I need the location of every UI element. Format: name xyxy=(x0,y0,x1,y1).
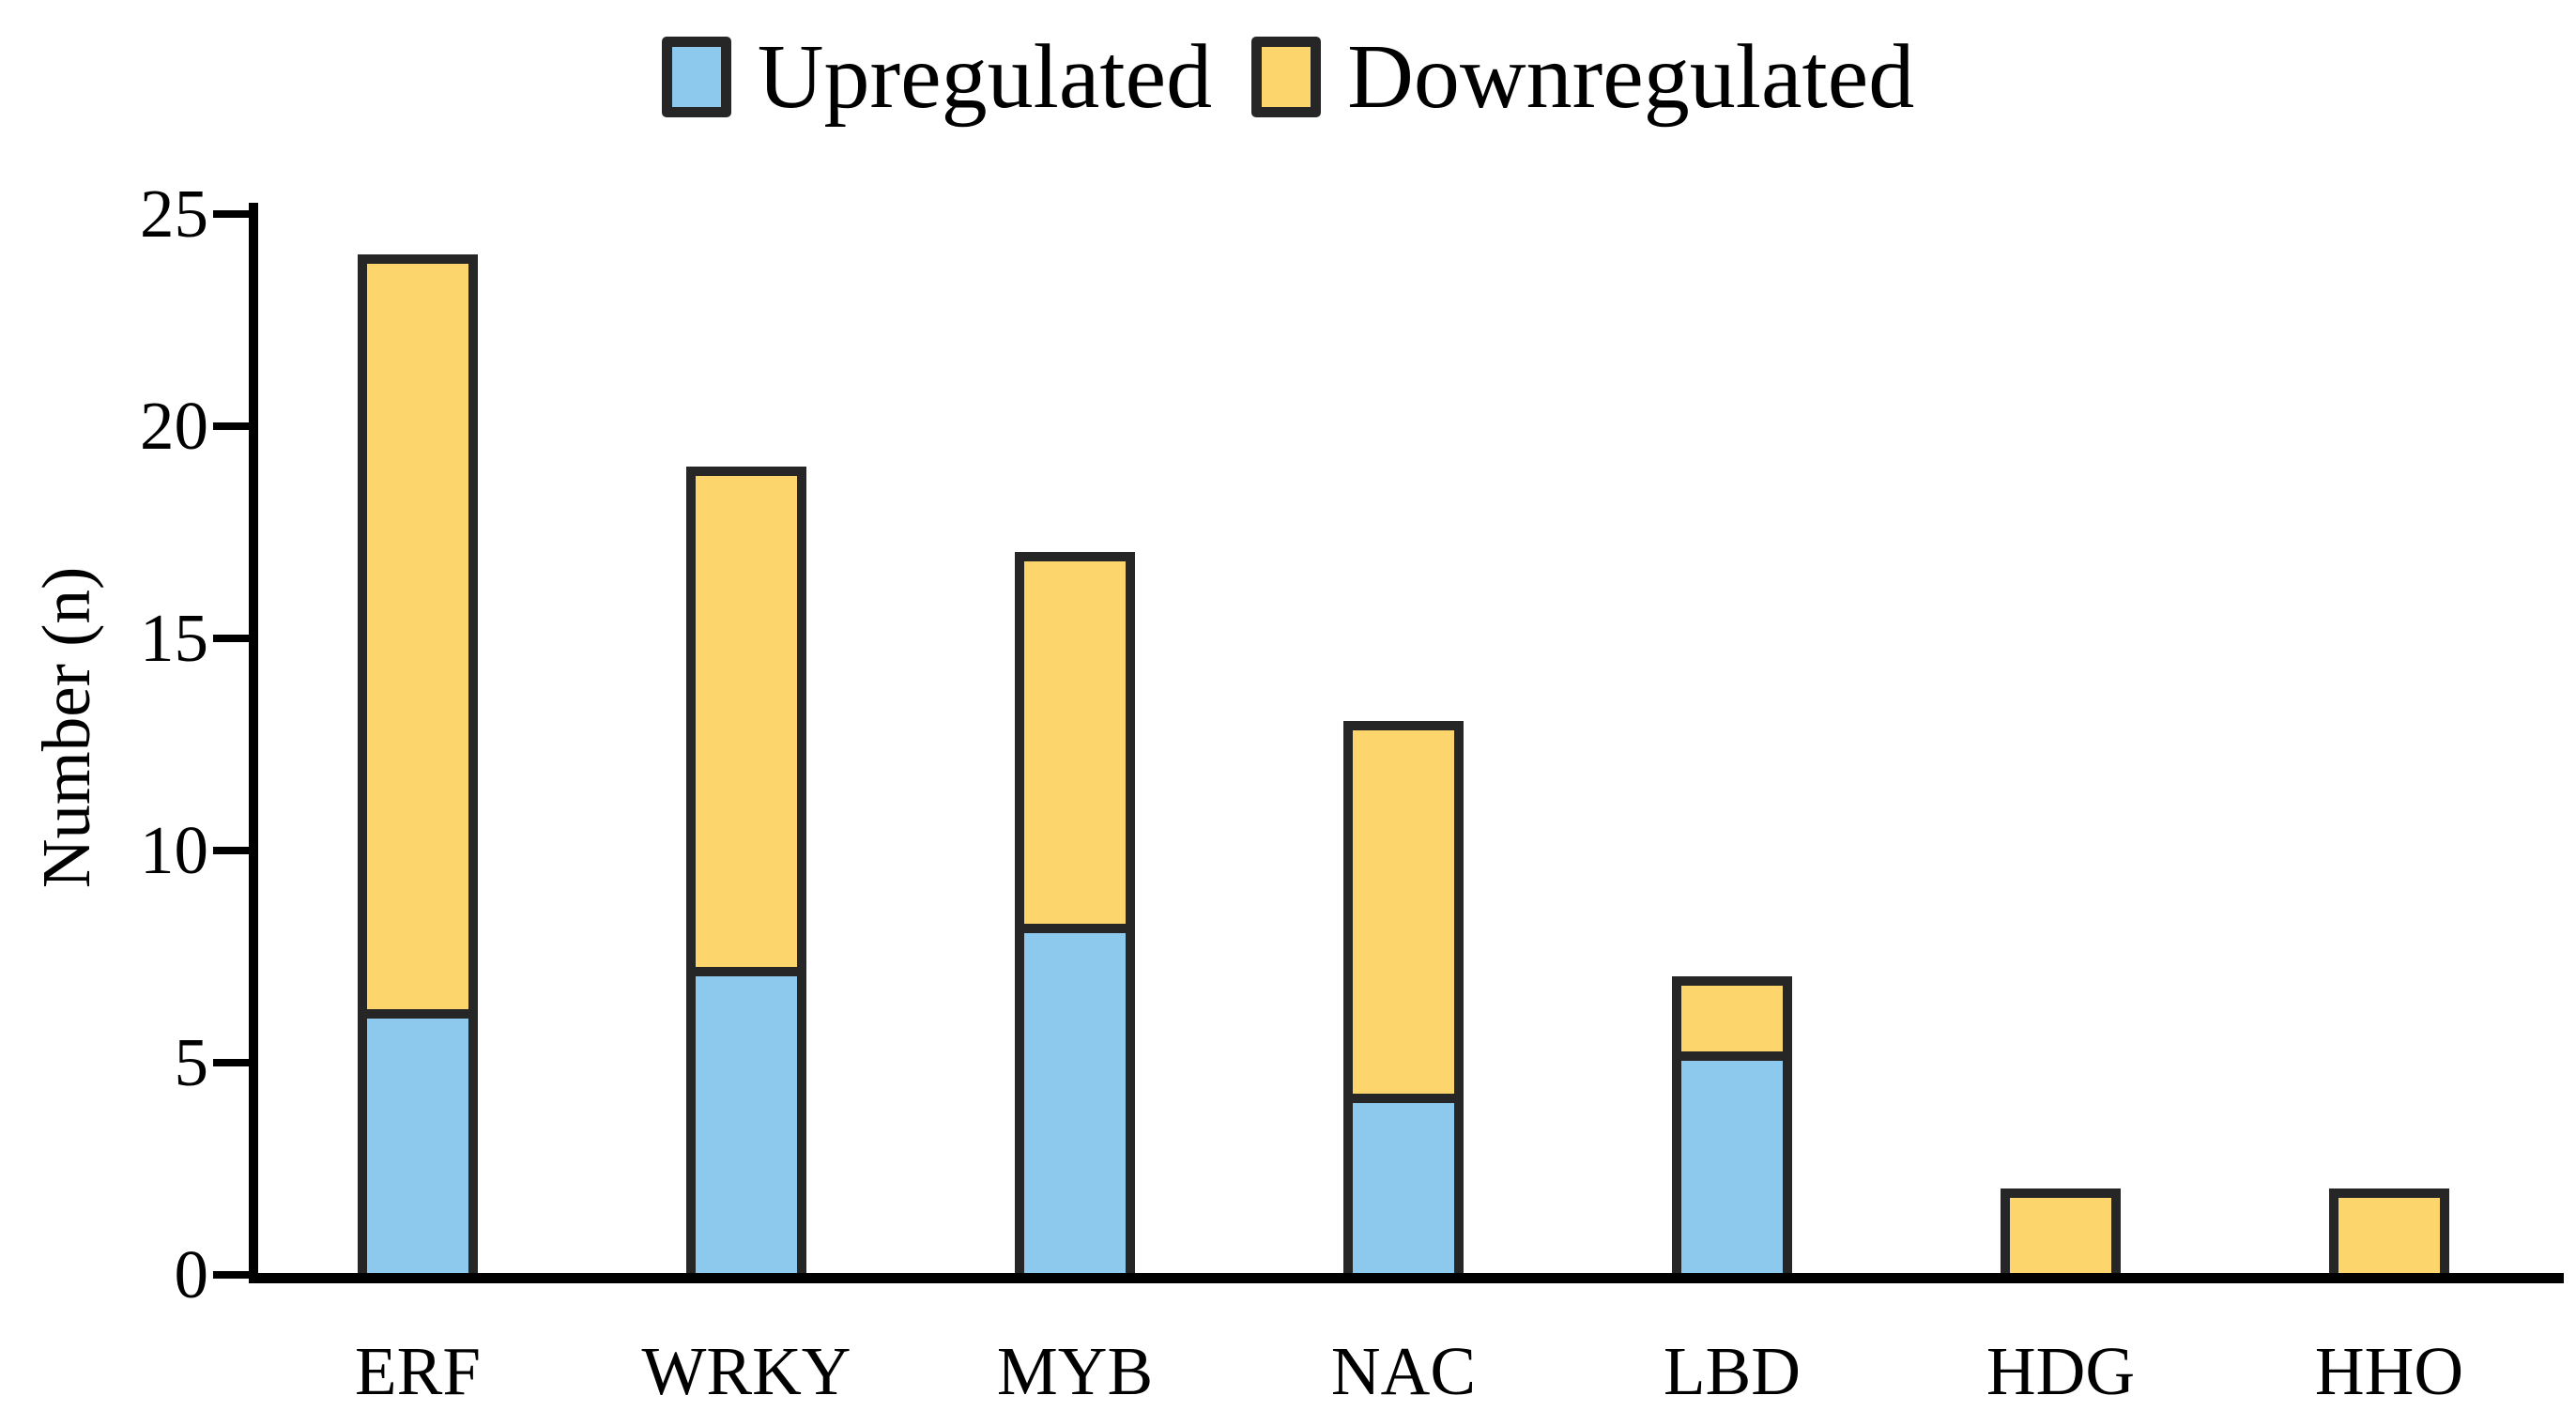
y-tick xyxy=(213,635,249,642)
upregulated-swatch-icon xyxy=(661,37,731,117)
bar-hho xyxy=(2329,1188,2449,1273)
y-tick-label: 5 xyxy=(174,1024,209,1100)
legend-entry-downregulated: Downregulated xyxy=(1251,31,1914,123)
x-tick-label-hdg: HDG xyxy=(1986,1333,2136,1409)
bar-erf xyxy=(358,254,478,1273)
bar-myb xyxy=(1015,551,1135,1273)
bar-lbd xyxy=(1672,975,1792,1273)
y-tick xyxy=(213,210,249,218)
bar-hdg xyxy=(2001,1188,2121,1273)
bar-segment-downregulated xyxy=(1024,560,1126,934)
x-tick-label-nac: NAC xyxy=(1330,1333,1477,1409)
x-tick-label-myb: MYB xyxy=(996,1333,1154,1409)
y-tick-label: 25 xyxy=(140,176,208,252)
y-tick xyxy=(213,422,249,430)
x-tick-label-lbd: LBD xyxy=(1664,1333,1801,1409)
y-tick xyxy=(213,1271,249,1279)
bar-segment-downregulated xyxy=(696,476,797,976)
y-tick-label: 10 xyxy=(140,812,208,888)
legend-entry-upregulated: Upregulated xyxy=(661,26,1213,128)
x-tick-label-hho: HHO xyxy=(2314,1333,2464,1409)
downregulated-swatch-icon xyxy=(1251,37,1322,117)
y-tick-label: 0 xyxy=(174,1236,209,1312)
bar-segment-downregulated xyxy=(1353,730,1454,1104)
x-tick-label-wrky: WRKY xyxy=(641,1333,851,1409)
y-tick xyxy=(213,1059,249,1066)
legend-label-downregulated: Downregulated xyxy=(1347,26,1915,128)
y-tick-label: 20 xyxy=(140,388,208,464)
x-axis-line xyxy=(249,1273,2564,1283)
y-tick-label: 15 xyxy=(140,600,208,676)
y-axis-line xyxy=(249,203,258,1279)
legend: Upregulated Downregulated xyxy=(0,21,2576,133)
bar-nac xyxy=(1343,721,1464,1273)
y-tick xyxy=(213,847,249,854)
bar-segment-downregulated xyxy=(1681,985,1783,1061)
legend-label-upregulated: Upregulated xyxy=(757,26,1213,128)
bar-segment-downregulated xyxy=(367,264,468,1019)
bar-wrky xyxy=(686,467,806,1273)
x-tick-label-erf: ERF xyxy=(355,1333,481,1409)
